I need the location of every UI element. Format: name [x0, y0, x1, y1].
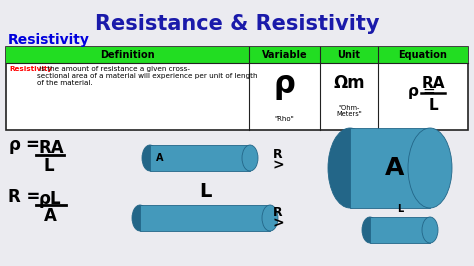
Bar: [150, 145, 250, 171]
Text: $\bf\rho$L: $\bf\rho$L: [38, 189, 62, 210]
Text: A: A: [385, 156, 405, 180]
Text: is the amount of resistance a given cross-
sectional area of a material will exp: is the amount of resistance a given cros…: [37, 66, 257, 86]
Bar: [370, 217, 430, 243]
Text: Equation: Equation: [399, 50, 447, 60]
Text: Ωm: Ωm: [333, 74, 365, 92]
Text: >: >: [272, 216, 284, 230]
Text: RA: RA: [38, 139, 64, 157]
Ellipse shape: [262, 205, 278, 231]
Ellipse shape: [132, 205, 148, 231]
Text: >: >: [272, 158, 284, 172]
Ellipse shape: [362, 217, 378, 243]
Text: "Ohm-
Meters": "Ohm- Meters": [336, 105, 362, 118]
Text: Variable: Variable: [262, 50, 307, 60]
Text: $\bf\rho$ =: $\bf\rho$ =: [8, 138, 40, 156]
Text: "Rho": "Rho": [274, 116, 294, 122]
Bar: [6, 47, 468, 130]
Ellipse shape: [142, 145, 158, 171]
Ellipse shape: [242, 145, 258, 171]
Text: Resistivity: Resistivity: [9, 66, 52, 72]
Text: Unit: Unit: [337, 50, 361, 60]
Text: Definition: Definition: [100, 50, 155, 60]
Text: L: L: [44, 157, 55, 175]
Text: R: R: [273, 206, 283, 219]
Text: Resistance & Resistivity: Resistance & Resistivity: [95, 14, 379, 34]
Text: ρ: ρ: [273, 70, 295, 99]
Bar: [140, 205, 270, 231]
Text: R =: R =: [8, 188, 40, 206]
Text: L: L: [199, 182, 211, 201]
Text: R: R: [273, 148, 283, 161]
Text: L: L: [397, 204, 403, 214]
Ellipse shape: [328, 128, 372, 208]
Bar: [350, 128, 430, 208]
Text: L: L: [428, 98, 438, 113]
Text: A: A: [44, 207, 56, 225]
Text: $\bf\rho$ =: $\bf\rho$ =: [407, 85, 436, 101]
Text: RA: RA: [421, 76, 445, 90]
Ellipse shape: [422, 217, 438, 243]
Text: A: A: [156, 153, 164, 163]
Ellipse shape: [408, 128, 452, 208]
Bar: [6, 47, 468, 63]
Text: Resistivity: Resistivity: [8, 33, 90, 47]
